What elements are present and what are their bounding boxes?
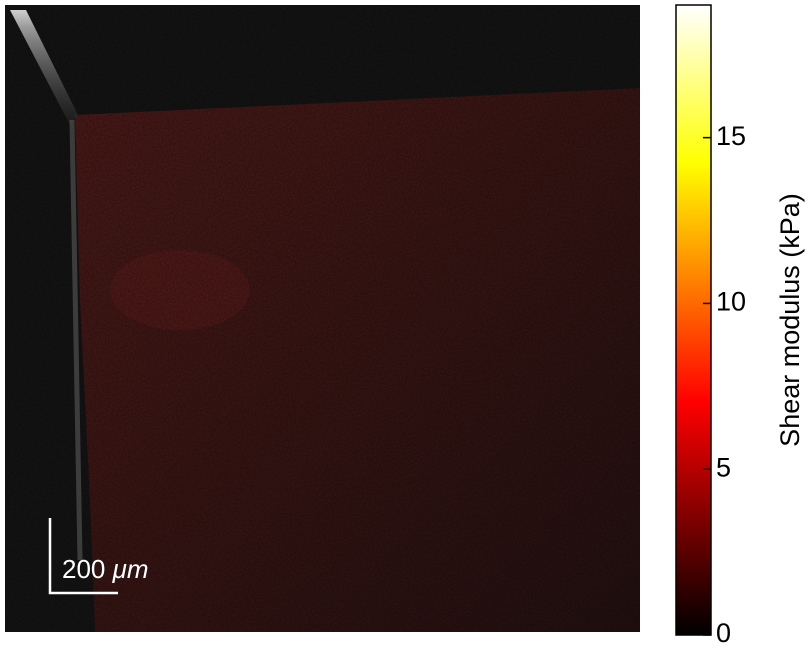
colorbar-tick-label: 5 xyxy=(716,452,731,482)
colorbar-gradient xyxy=(675,4,712,636)
scale-bar: 200 μm xyxy=(48,518,149,595)
elastogram-image xyxy=(5,5,640,632)
scale-bar-label: 200 μm xyxy=(62,554,149,584)
colorbar-tick-label: 10 xyxy=(716,287,746,317)
colorbar-label: Shear modulus (kPa) xyxy=(775,193,805,447)
scale-bar-unit: μm xyxy=(112,554,149,584)
colorbar-tick-label: 15 xyxy=(716,121,746,151)
scale-bar-number: 200 xyxy=(62,554,105,584)
colorbar: 0 5 10 15 xyxy=(675,4,746,648)
colorbar-tick-label: 0 xyxy=(716,618,731,648)
scale-bar-line xyxy=(48,518,118,595)
